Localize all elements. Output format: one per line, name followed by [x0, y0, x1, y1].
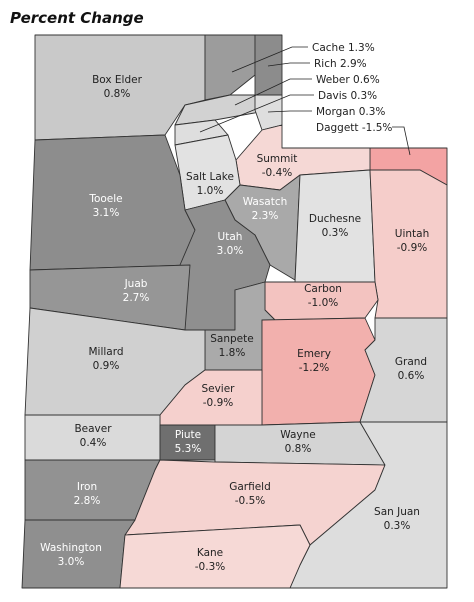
county-change: 3.0% — [58, 556, 85, 568]
leader-lines — [199, 46, 411, 156]
leader-line — [234, 78, 312, 106]
map-title: Percent Change — [10, 9, 144, 27]
county-change: -0.3% — [195, 561, 225, 573]
county-change: -0.9% — [397, 242, 427, 254]
county-callout: Cache 1.3% — [312, 42, 375, 54]
county-callout: Morgan 0.3% — [316, 106, 385, 118]
county-name: Carbon — [304, 283, 342, 295]
county-callout: Daggett -1.5% — [316, 122, 392, 134]
county-callout: Weber 0.6% — [316, 74, 380, 86]
county-name: Cache — [312, 42, 345, 54]
county-name: Rich — [314, 58, 337, 70]
leader-line — [231, 46, 308, 73]
county-change: 1.3% — [348, 42, 375, 54]
county-name: Sanpete — [210, 333, 253, 345]
county-name: Morgan — [316, 106, 355, 118]
county-name: Grand — [395, 356, 427, 368]
county-name: San Juan — [374, 506, 420, 518]
county-change: 3.0% — [217, 245, 244, 257]
county-change: 0.9% — [93, 360, 120, 372]
county-change: 0.8% — [285, 443, 312, 455]
county — [294, 169, 376, 283]
county-callout: Davis 0.3% — [318, 90, 377, 102]
county-name: Kane — [197, 547, 223, 559]
county-name: Wasatch — [243, 196, 288, 208]
leader-line — [267, 110, 312, 113]
county-change: 0.6% — [398, 370, 425, 382]
leader-line — [199, 94, 314, 133]
county-name: Wayne — [280, 429, 315, 441]
county-change: -1.0% — [308, 297, 338, 309]
county-change: 0.3% — [359, 106, 386, 118]
county — [119, 524, 311, 589]
county-name: Piute — [175, 429, 201, 441]
county-change: 2.8% — [74, 495, 101, 507]
county-name: Salt Lake — [186, 171, 234, 183]
county-name: Daggett — [316, 122, 359, 134]
county-change: 0.3% — [322, 227, 349, 239]
county-name: Weber — [316, 74, 350, 86]
county-change: 1.0% — [197, 185, 224, 197]
county-name: Iron — [77, 481, 97, 493]
leader-line — [392, 126, 411, 156]
county-change: 2.9% — [340, 58, 367, 70]
county-change: 0.4% — [80, 437, 107, 449]
county-name: Beaver — [74, 423, 112, 435]
county-name: Millard — [88, 346, 123, 358]
county-name: Davis — [318, 90, 347, 102]
county-name: Sevier — [201, 383, 235, 395]
county — [204, 34, 256, 101]
leader-line — [267, 62, 310, 67]
county-change: 2.3% — [252, 210, 279, 222]
county-change: -0.5% — [235, 495, 265, 507]
county-name: Box Elder — [92, 74, 143, 86]
county-change: -0.4% — [262, 167, 292, 179]
county-change: 0.8% — [104, 88, 131, 100]
county-change: 1.8% — [219, 347, 246, 359]
labels: Box Elder 0.8% Cache 1.3% Rich 2.9% Weber 0.… — [40, 42, 429, 573]
counties — [21, 34, 448, 589]
county-change: 0.6% — [353, 74, 380, 86]
county-name: Duchesne — [309, 213, 361, 225]
county-change: 0.3% — [384, 520, 411, 532]
county — [359, 317, 448, 423]
county-name: Garfield — [229, 481, 271, 493]
county-name: Juab — [124, 278, 148, 290]
county-name: Emery — [297, 348, 331, 360]
county-change: 2.7% — [123, 292, 150, 304]
county-name: Uintah — [395, 228, 429, 240]
county-name: Washington — [40, 542, 102, 554]
county-change: -1.5% — [362, 122, 392, 134]
county-name: Utah — [218, 231, 243, 243]
county-change: -0.9% — [203, 397, 233, 409]
county-change: -1.2% — [299, 362, 329, 374]
county-name: Tooele — [88, 193, 122, 205]
county — [21, 519, 136, 589]
county-change: 3.1% — [93, 207, 120, 219]
county-callout: Rich 2.9% — [314, 58, 367, 70]
county-name: Summit — [257, 153, 298, 165]
county-change: 5.3% — [175, 443, 202, 455]
county-change: 0.3% — [350, 90, 377, 102]
